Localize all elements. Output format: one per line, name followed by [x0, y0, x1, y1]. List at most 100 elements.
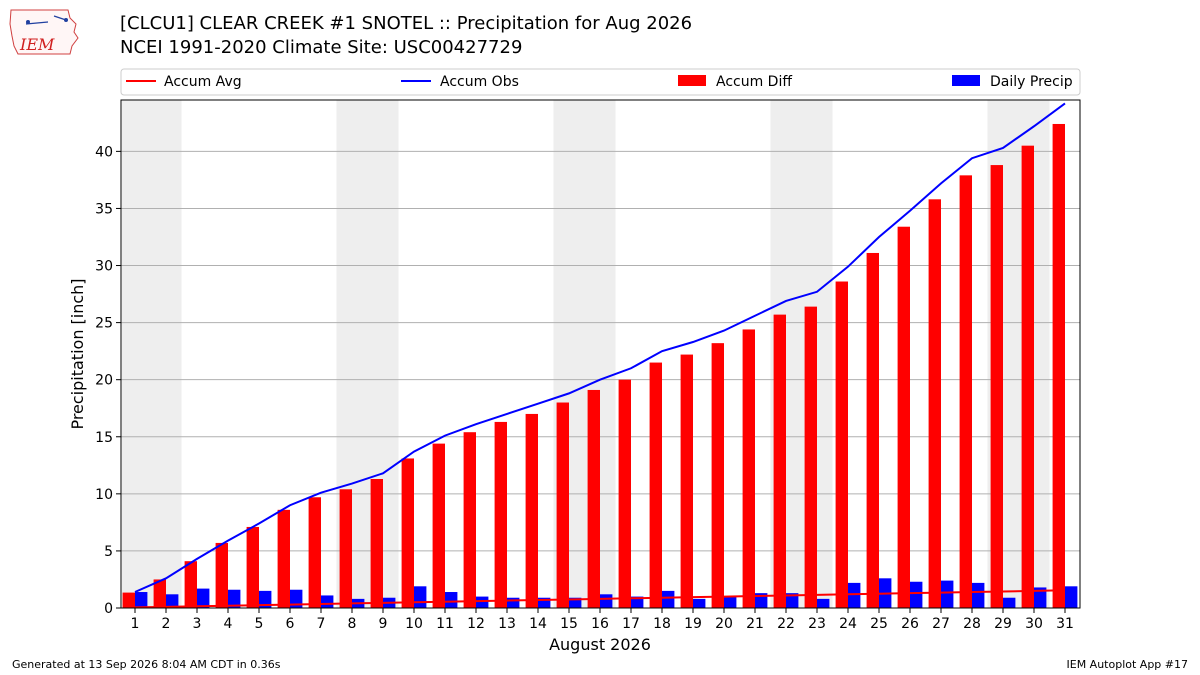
daily-precip-bar: [1034, 587, 1047, 608]
x-axis-label: August 2026: [549, 635, 651, 654]
x-tick-label: 16: [591, 616, 609, 632]
daily-precip-bar: [941, 580, 954, 608]
x-tick-label: 18: [653, 616, 671, 632]
daily-precip-bar: [786, 593, 799, 608]
x-tick-label: 22: [777, 616, 795, 632]
x-tick-label: 14: [529, 616, 547, 632]
accum-diff-bar: [153, 579, 166, 608]
daily-precip-bar: [662, 590, 675, 608]
x-tick-label: 6: [286, 616, 295, 632]
accum-diff-bar: [897, 226, 910, 608]
daily-precip-bar: [631, 596, 644, 608]
daily-precip-bar: [600, 594, 613, 608]
x-tick-label: 7: [317, 616, 326, 632]
accum-diff-bar: [1052, 123, 1065, 609]
accum-diff-bar: [494, 421, 507, 608]
x-tick-label: 1: [131, 616, 140, 632]
y-tick-label: 15: [95, 430, 113, 446]
accum-diff-bar: [587, 389, 600, 608]
accum-diff-bar: [339, 489, 352, 608]
accum-diff-bar: [370, 479, 383, 608]
accum-diff-bar: [432, 443, 445, 608]
accum-diff-bar: [680, 354, 693, 608]
daily-precip-bar: [848, 582, 861, 608]
chart-title: [CLCU1] CLEAR CREEK #1 SNOTEL :: Precipi…: [120, 13, 693, 34]
x-tick-label: 28: [963, 616, 981, 632]
logo-text: IEM: [19, 35, 55, 54]
accum-diff-bar: [246, 526, 259, 608]
accum-diff-bar: [184, 561, 197, 608]
accum-diff-bar: [742, 329, 755, 608]
accum-diff-bar: [804, 306, 817, 608]
x-tick-label: 3: [193, 616, 202, 632]
y-tick-label: 5: [104, 544, 113, 560]
accum-diff-bar: [122, 592, 135, 608]
daily-precip-bar: [693, 598, 706, 608]
chart-subtitle: NCEI 1991-2020 Climate Site: USC00427729: [120, 37, 523, 58]
footer-generated: Generated at 13 Sep 2026 8:04 AM CDT in …: [12, 658, 281, 671]
x-tick-label: 17: [622, 616, 640, 632]
y-tick-label: 0: [104, 601, 113, 617]
y-tick-label: 10: [95, 487, 113, 503]
x-tick-label: 29: [994, 616, 1012, 632]
accum-diff-bar: [990, 165, 1003, 609]
accum-diff-bar: [463, 432, 476, 608]
x-tick-label: 11: [436, 616, 454, 632]
daily-precip-bar: [135, 592, 148, 608]
daily-precip-bar: [817, 598, 830, 608]
y-tick-label: 40: [95, 144, 113, 160]
lines: [134, 102, 1066, 609]
footer-app: IEM Autoplot App #17: [1066, 658, 1189, 671]
x-tick-label: 15: [560, 616, 578, 632]
weekend-band: [122, 100, 182, 608]
x-tick-label: 23: [808, 616, 826, 632]
bars: [122, 123, 1078, 609]
daily-precip-bar: [259, 590, 272, 608]
x-tick-label: 2: [162, 616, 171, 632]
accum-diff-bar: [277, 509, 290, 608]
x-tick-label: 27: [932, 616, 950, 632]
x-tick-label: 4: [224, 616, 233, 632]
daily-precip-bar: [321, 595, 334, 608]
accum-obs-line: [134, 102, 1066, 593]
x-tick-label: 24: [839, 616, 857, 632]
daily-precip-bar: [724, 596, 737, 608]
legend: Accum Avg Accum Obs Accum Diff Daily Pre…: [120, 68, 1081, 96]
x-tick-label: 9: [379, 616, 388, 632]
legend-label-daily-precip: Daily Precip: [990, 74, 1073, 90]
daily-precip-bar: [972, 582, 985, 608]
accum-avg-line: [134, 589, 1066, 609]
daily-precip-bar: [476, 596, 489, 608]
accum-diff-bar: [773, 314, 786, 608]
y-tick-label: 25: [95, 316, 113, 332]
daily-precip-bar: [445, 592, 458, 608]
accum-diff-bar: [308, 497, 321, 608]
y-tick-label: 20: [95, 373, 113, 389]
legend-label-accum-diff: Accum Diff: [716, 74, 792, 90]
x-tick-label: 8: [348, 616, 357, 632]
accum-diff-bar: [401, 458, 414, 608]
x-tick-label: 20: [715, 616, 733, 632]
daily-precip-bar: [197, 588, 210, 608]
daily-precip-bar: [1003, 597, 1016, 608]
legend-swatch-accum-diff: [678, 75, 706, 86]
accum-diff-bar: [928, 199, 941, 609]
x-tick-label: 10: [405, 616, 423, 632]
x-tick-label: 19: [684, 616, 702, 632]
legend-box: [120, 68, 1081, 96]
x-tick-label: 26: [901, 616, 919, 632]
daily-precip-bar: [1065, 586, 1078, 608]
x-tick-label: 21: [746, 616, 764, 632]
legend-swatch-daily-precip: [952, 75, 980, 86]
x-tick-label: 13: [498, 616, 516, 632]
accum-diff-bar: [618, 379, 631, 608]
daily-precip-bar: [569, 597, 582, 608]
y-gridlines: [121, 150, 1080, 552]
y-tick-label: 35: [95, 201, 113, 217]
y-tick-label: 30: [95, 259, 113, 275]
x-tick-label: 31: [1056, 616, 1074, 632]
legend-label-accum-obs: Accum Obs: [440, 74, 519, 90]
daily-precip-bar: [910, 581, 923, 608]
